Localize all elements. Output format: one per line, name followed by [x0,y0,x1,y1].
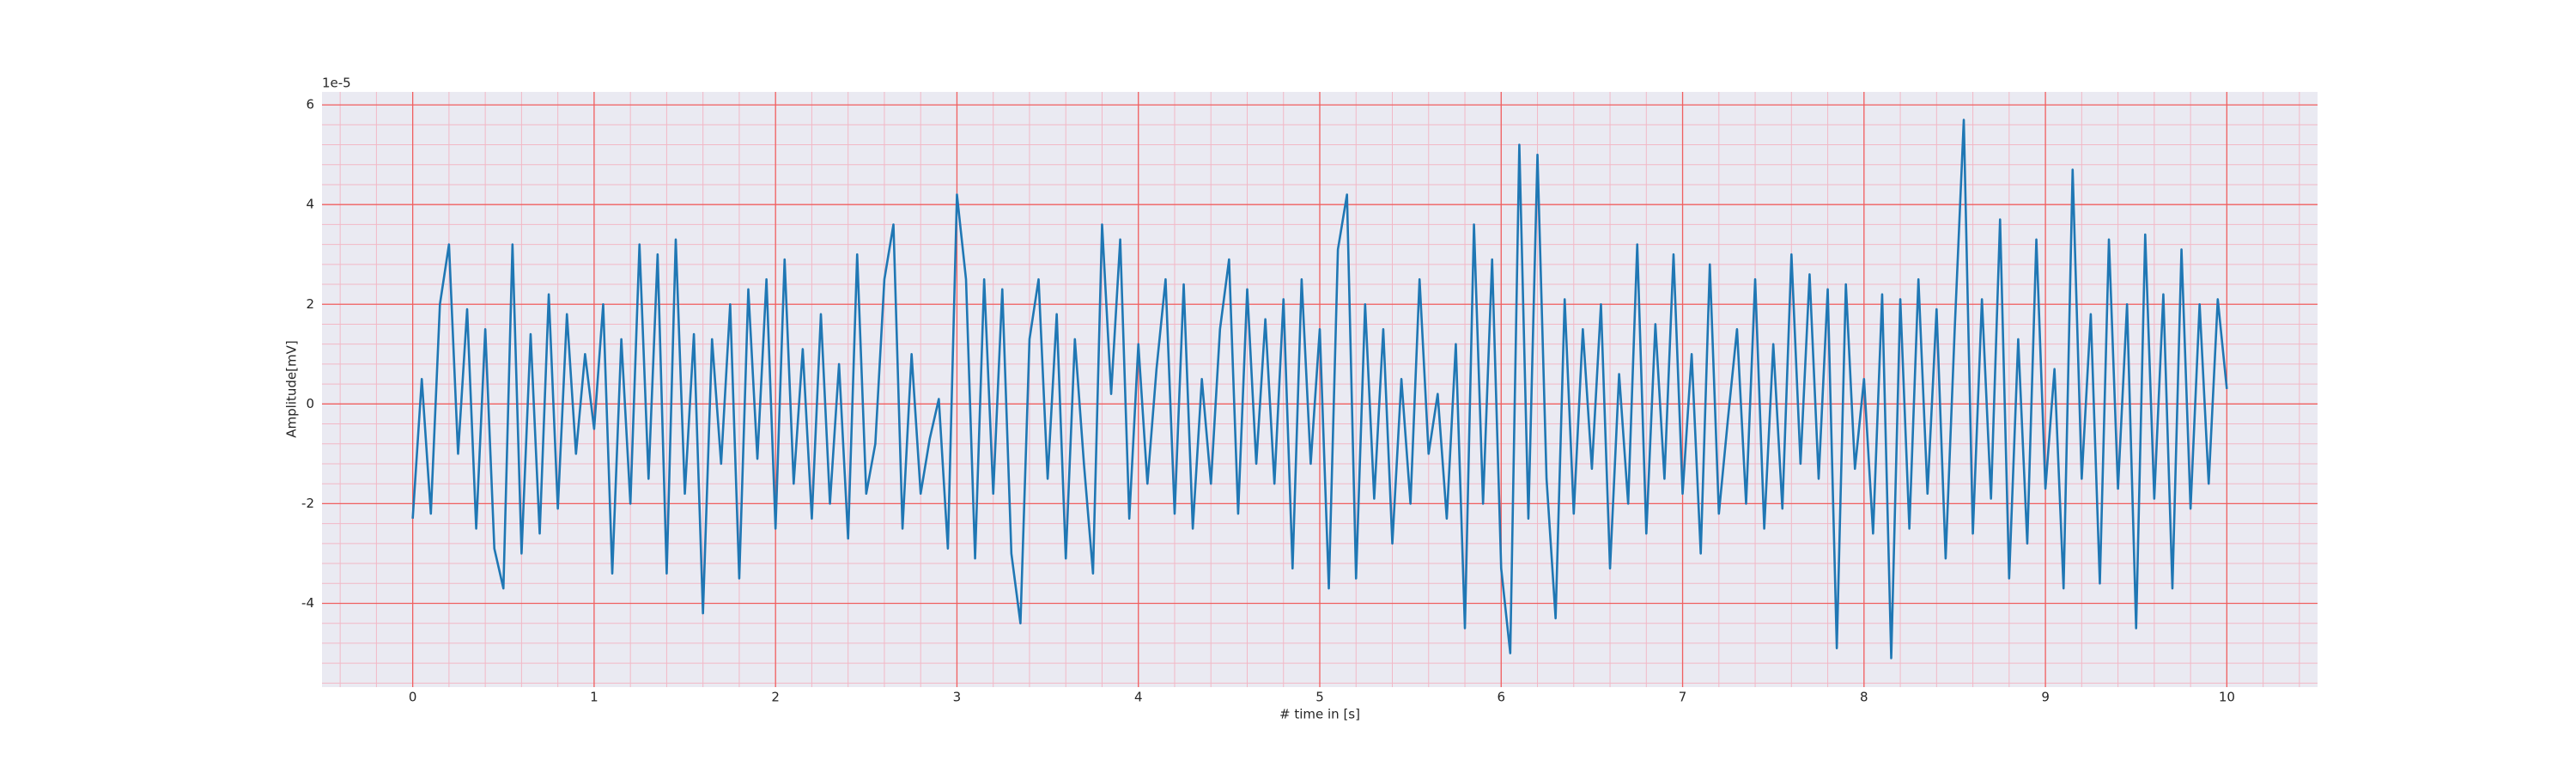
y-tick-label: -4 [301,595,314,611]
y-tick-label: -2 [301,496,314,511]
x-tick-label: 10 [2219,690,2235,705]
offset-text: 1e-5 [322,76,351,91]
x-tick-label: 1 [590,690,598,705]
x-axis-label: # time in [s] [1279,707,1360,722]
x-tick-label: 6 [1497,690,1505,705]
x-tick-label: 3 [953,690,962,705]
y-axis-label: Amplitude[mV] [284,340,300,437]
y-tick-label: 2 [306,296,314,312]
x-tick-label: 4 [1134,690,1143,705]
x-tick-label: 0 [409,690,417,705]
x-tick-label: 9 [2041,690,2050,705]
y-tick-label: 0 [306,396,314,411]
x-tick-label: 7 [1679,690,1687,705]
x-tick-label: 2 [771,690,780,705]
x-tick-label: 5 [1315,690,1324,705]
y-tick-label: 6 [306,97,314,113]
signal-line [411,119,2228,660]
x-tick-label: 8 [1860,690,1868,705]
y-tick-label: 4 [306,197,314,212]
